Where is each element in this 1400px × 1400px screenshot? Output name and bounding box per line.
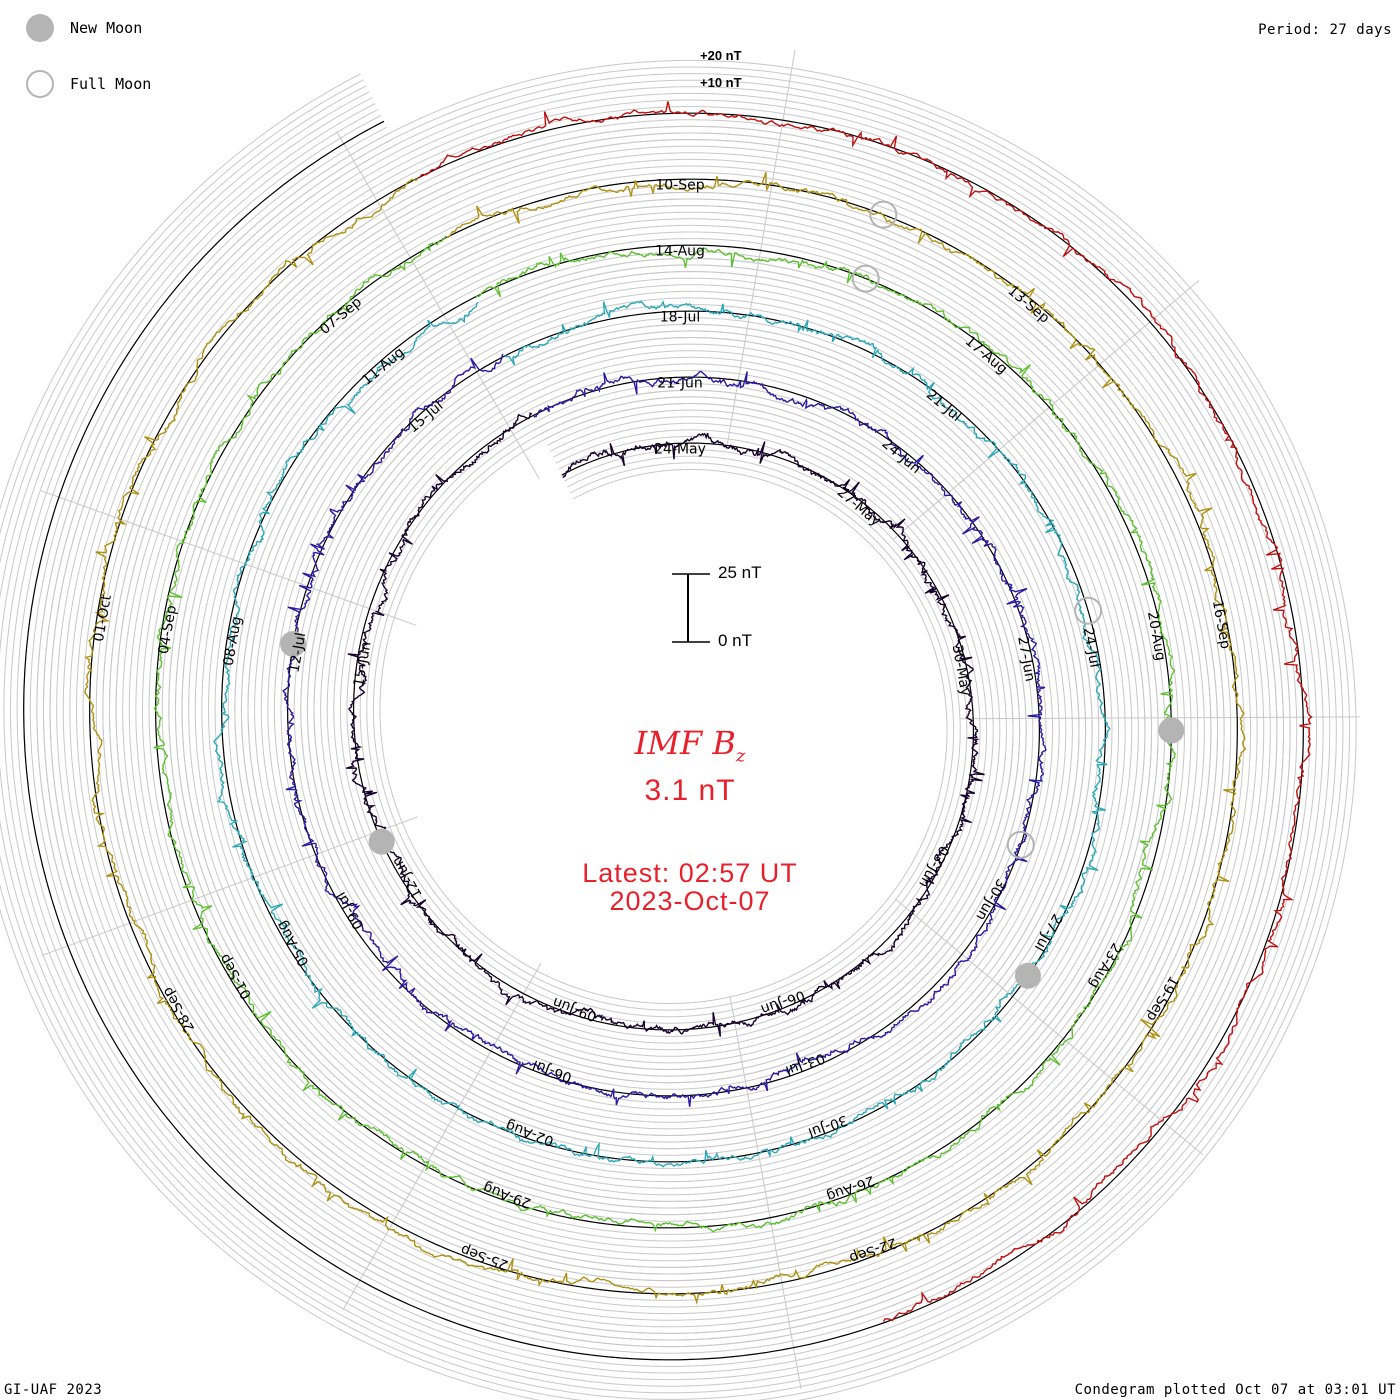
date-label: 03-Jul — [783, 1049, 827, 1078]
grid-spoke — [336, 132, 540, 479]
trace-cycle-5 — [84, 171, 1247, 1306]
grid-ring — [0, 73, 1344, 1400]
parameter-subscript: z — [735, 745, 746, 767]
date-label: 15-Jul — [405, 398, 446, 436]
date-label: 27-Jul — [1031, 911, 1065, 954]
grid-ring — [0, 79, 1337, 1394]
grid-spoke — [41, 816, 418, 956]
new-moon-marker — [280, 630, 307, 657]
date-label: 04-Sep — [156, 604, 180, 655]
date-label: 14-Aug — [655, 243, 705, 259]
trace-cycle-4 — [153, 235, 1177, 1233]
full-moon-icon — [26, 70, 54, 98]
date-label: 10-Sep — [655, 177, 704, 193]
grid-ring — [0, 66, 1350, 1400]
grid-ring — [0, 59, 1357, 1400]
grid-spoke — [894, 898, 1204, 1156]
date-label: 26-Aug — [824, 1172, 876, 1204]
trace-cycle-2 — [282, 353, 1047, 1107]
date-label: 13-Sep — [1004, 283, 1052, 327]
full-moon-marker — [851, 264, 880, 293]
date-label: 12-Jun — [389, 854, 426, 901]
parameter-name: IMF B — [634, 724, 736, 762]
full-moon-marker — [1006, 830, 1035, 859]
trace-cycle-6 — [417, 101, 1313, 1322]
moon-markers — [280, 200, 1185, 989]
grid-spoke — [893, 280, 1200, 540]
date-label: 01-Oct — [91, 593, 115, 643]
full-moon-marker — [1074, 596, 1103, 625]
grid-ring — [10, 99, 1317, 1374]
date-label: 24-Jun — [879, 436, 924, 478]
new-moon-marker — [368, 828, 395, 855]
grid-spoke — [729, 995, 802, 1390]
grid-spoke — [39, 489, 417, 626]
date-label: 29-Aug — [481, 1179, 533, 1211]
grid-ring — [16, 106, 1311, 1367]
latest-date: 2023-Oct-07 — [609, 886, 771, 916]
imf-traces — [84, 101, 1313, 1322]
date-label: 11-Aug — [359, 344, 408, 388]
plotted-label: Condegram plotted Oct 07 at 03:01 UT — [1074, 1382, 1396, 1398]
date-label: 09-Jun — [551, 994, 599, 1025]
current-value: 3.1 nT — [644, 774, 736, 807]
ring-scale-label-10: +10 nT — [700, 75, 742, 90]
grid-spoke — [959, 716, 1360, 720]
legend-full-moon-label: Full Moon — [70, 75, 152, 93]
date-label: 12-Jul — [286, 631, 309, 674]
date-label: 21-Jun — [657, 375, 703, 391]
date-label: 09-Jul — [333, 889, 367, 932]
date-label: 18-Jul — [660, 309, 701, 325]
grid-ring — [0, 86, 1331, 1387]
new-moon-marker — [1014, 962, 1041, 989]
date-label: 16-Sep — [1209, 599, 1233, 650]
scale-bottom-label: 0 nT — [718, 631, 753, 650]
grid-spokes — [39, 49, 1360, 1390]
date-label: 02-Aug — [504, 1117, 556, 1149]
trace-cycle-1 — [346, 412, 985, 1037]
trace-cycle-3 — [213, 300, 1111, 1168]
date-label: 27-Jun — [1014, 635, 1038, 683]
date-label: 15-Jun — [351, 640, 375, 688]
latest-time: Latest: 02:57 UT — [582, 858, 798, 888]
grid-spoke — [726, 49, 796, 445]
new-moon-icon — [26, 14, 54, 42]
period-label: Period: 27 days — [1258, 22, 1392, 38]
full-moon-marker — [869, 200, 898, 229]
parameter-title: IMF Bz — [540, 724, 840, 766]
date-label: 22-Sep — [847, 1234, 899, 1266]
grid-ring — [3, 92, 1324, 1381]
date-label: 24-Jul — [1080, 626, 1103, 669]
date-label: 08-Aug — [221, 615, 245, 667]
legend-full-moon: Full Moon — [26, 70, 151, 98]
date-label: 24-May — [654, 441, 706, 457]
date-label: 07-Sep — [317, 294, 365, 338]
legend-new-moon-label: New Moon — [70, 19, 143, 37]
new-moon-marker — [1158, 717, 1185, 744]
credit-label: GI-UAF 2023 — [4, 1382, 103, 1398]
scale-top-label: 25 nT — [718, 563, 762, 582]
scale-bar — [672, 573, 710, 643]
legend-new-moon: New Moon — [26, 14, 142, 42]
grid-spoke — [342, 962, 542, 1311]
ring-scale-label-20: +20 nT — [700, 48, 742, 63]
